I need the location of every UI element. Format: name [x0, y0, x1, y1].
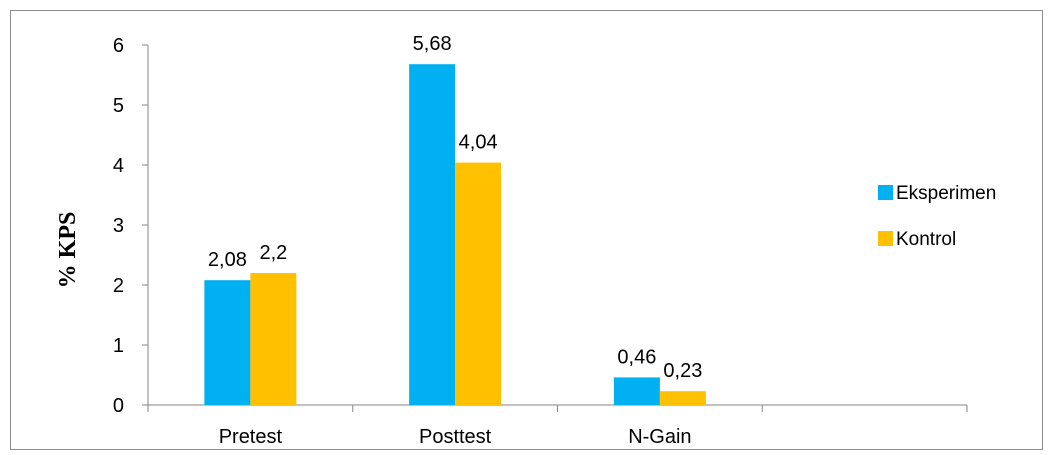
y-tick-label: 0	[113, 395, 124, 417]
y-tick-label: 2	[113, 275, 124, 297]
y-tick-label: 4	[113, 155, 124, 177]
data-label: 4,04	[459, 132, 498, 154]
x-category-label: Pretest	[219, 426, 283, 448]
y-tick-label: 3	[113, 215, 124, 237]
data-label: 2,08	[208, 249, 247, 271]
bars	[204, 64, 706, 405]
legend-label-kontrol: Kontrol	[896, 229, 956, 250]
x-category-label: N-Gain	[628, 426, 691, 448]
legend: Eksperimen Kontrol	[878, 183, 996, 250]
y-tick-label: 1	[113, 335, 124, 357]
legend-swatch-eksperimen	[878, 185, 893, 200]
y-tick-label: 5	[113, 95, 124, 117]
chart-frame	[10, 10, 1043, 450]
data-label: 0,46	[617, 346, 656, 368]
legend-swatch-kontrol	[878, 231, 893, 246]
y-tick-label: 6	[113, 35, 124, 57]
y-axis-label: % KPS	[55, 212, 81, 289]
bar-eksperimen	[613, 377, 660, 405]
bar-eksperimen	[409, 64, 456, 405]
bar-eksperimen	[204, 280, 251, 405]
bar-kontrol	[659, 391, 706, 405]
data-label: 5,68	[413, 33, 452, 55]
x-category-label: Posttest	[419, 426, 492, 448]
data-label: 0,23	[663, 360, 702, 382]
legend-label-eksperimen: Eksperimen	[896, 183, 996, 204]
bar-kontrol	[455, 162, 502, 405]
data-labels: 2,08 5,68 0,46 2,2 4,04 0,23	[208, 33, 702, 382]
data-label: 2,2	[259, 242, 287, 264]
bar-kontrol	[250, 273, 297, 405]
